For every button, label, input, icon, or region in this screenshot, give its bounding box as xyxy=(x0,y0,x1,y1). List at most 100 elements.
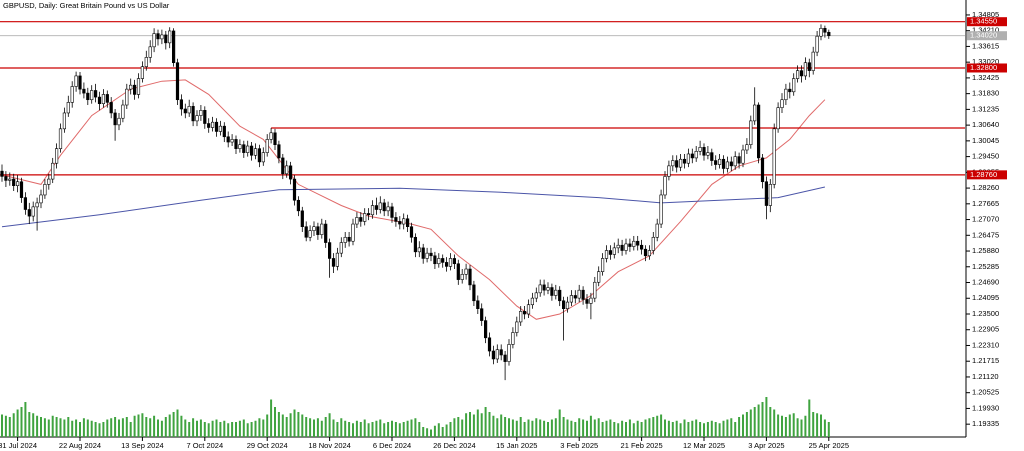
volume-bar xyxy=(784,417,787,437)
candle-body xyxy=(530,297,534,306)
volume-bar xyxy=(484,407,487,437)
candle-body xyxy=(8,178,12,181)
volume-bar xyxy=(625,422,627,437)
candle-body xyxy=(265,139,269,153)
volume-bar xyxy=(628,419,631,437)
volume-bar xyxy=(86,419,89,437)
candle-body xyxy=(686,153,690,164)
volume-bar xyxy=(613,422,616,437)
y-tick-label: 1.23500 xyxy=(972,309,999,318)
volume-bar xyxy=(20,407,23,437)
volume-bar xyxy=(792,413,795,437)
volume-bar xyxy=(523,422,526,437)
candle-body xyxy=(452,258,457,265)
candle-body xyxy=(382,202,386,212)
volume-bar xyxy=(539,419,542,437)
volume-bar xyxy=(547,422,549,437)
candle-body xyxy=(343,236,347,243)
volume-bar xyxy=(535,418,538,437)
candle-body xyxy=(589,297,593,304)
candle-body xyxy=(616,244,620,249)
x-tick-label: 25 Apr 2025 xyxy=(809,441,849,450)
candle-body xyxy=(152,33,156,48)
volume-bar xyxy=(664,419,666,437)
volume-bar xyxy=(82,418,85,437)
level-label: 1.28760 xyxy=(970,170,997,179)
volume-bar xyxy=(671,422,674,437)
candle-body xyxy=(780,99,784,108)
candle-body xyxy=(285,165,289,175)
volume-bar xyxy=(106,419,109,437)
candle-body xyxy=(507,344,511,362)
y-tick-label: 1.20525 xyxy=(972,388,999,397)
volume-bar xyxy=(675,420,678,437)
candle-body xyxy=(105,94,109,103)
candle-body xyxy=(795,70,800,79)
volume-bar xyxy=(340,418,343,437)
candle-body xyxy=(745,144,749,151)
candle-body xyxy=(374,205,379,210)
volume-bar xyxy=(59,418,62,437)
candle-body xyxy=(97,96,102,104)
volume-bar xyxy=(344,420,347,437)
candle-body xyxy=(370,205,375,216)
candle-body xyxy=(86,92,90,101)
volume-bar xyxy=(437,423,440,437)
volume-bar xyxy=(582,419,585,437)
candle-body xyxy=(717,158,722,165)
candle-body xyxy=(476,300,480,310)
volume-bar xyxy=(433,425,436,437)
y-tick-label: 1.34805 xyxy=(972,10,999,19)
volume-bar xyxy=(203,422,206,437)
candle-body xyxy=(277,144,281,159)
candle-body xyxy=(585,299,589,304)
y-tick-label: 1.29450 xyxy=(972,152,999,161)
volume-bar xyxy=(706,422,709,437)
candle-body xyxy=(203,110,207,124)
candle-body xyxy=(671,160,675,167)
candle-body xyxy=(784,88,788,101)
candle-body xyxy=(495,349,499,360)
y-tick-label: 1.22310 xyxy=(972,340,999,349)
volume-bar xyxy=(196,420,198,437)
candle-body xyxy=(160,34,164,40)
candle-body xyxy=(19,181,24,198)
volume-bar xyxy=(543,420,546,437)
volume-bar xyxy=(527,419,530,437)
volume-bar xyxy=(796,418,799,437)
candle-body xyxy=(269,132,273,140)
candle-body xyxy=(351,223,355,242)
volume-bar xyxy=(129,422,132,437)
y-tick-label: 1.26475 xyxy=(972,230,999,239)
volume-bar xyxy=(145,417,148,437)
volume-bar xyxy=(531,420,534,437)
candle-body xyxy=(35,202,39,208)
candle-body xyxy=(632,240,636,247)
candle-body xyxy=(776,107,780,130)
candle-body xyxy=(312,226,316,231)
candle-body xyxy=(136,78,141,95)
y-tick-label: 1.30640 xyxy=(972,120,999,129)
candle-body xyxy=(62,112,66,130)
candle-body xyxy=(366,213,371,216)
volume-bar xyxy=(223,420,226,437)
candle-body xyxy=(608,250,612,255)
volume-bar xyxy=(164,417,167,437)
candle-body xyxy=(425,252,429,259)
candle-body xyxy=(788,88,792,93)
candle-body xyxy=(503,354,507,362)
volume-bar xyxy=(492,415,495,437)
volume-bar xyxy=(593,419,596,437)
candle-body xyxy=(823,28,827,33)
candle-body xyxy=(472,284,476,302)
candle-body xyxy=(0,170,4,177)
volume-bar xyxy=(667,420,670,437)
candle-body xyxy=(211,121,215,128)
candle-body xyxy=(725,161,729,169)
candle-body xyxy=(113,112,117,126)
volume-bar xyxy=(387,422,390,437)
volume-bar xyxy=(367,423,370,437)
volume-bar xyxy=(375,420,378,437)
candle-body xyxy=(667,165,671,177)
